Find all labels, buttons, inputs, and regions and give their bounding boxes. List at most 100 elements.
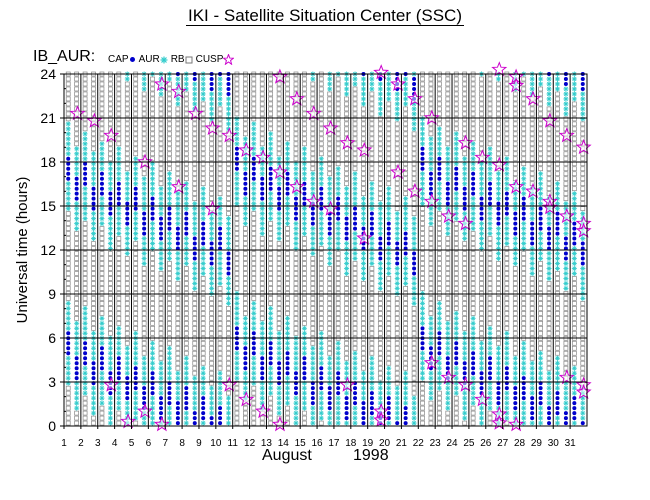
- aur-point: [563, 265, 569, 271]
- aur-point: [107, 360, 113, 366]
- rb-point: [124, 261, 130, 266]
- rb-point: [226, 186, 231, 192]
- rb-point: [411, 211, 417, 216]
- x-tick-label: 17: [328, 438, 340, 449]
- aur-point: [116, 146, 122, 152]
- aur-point: [360, 270, 366, 276]
- aur-point: [487, 146, 493, 152]
- aur-point: [268, 310, 274, 316]
- cap-point: [504, 366, 509, 371]
- rb-point: [167, 281, 172, 286]
- rb-point: [327, 320, 333, 326]
- aur-point: [133, 236, 139, 242]
- rb-point: [453, 96, 459, 102]
- aur-point: [386, 365, 392, 371]
- rb-point: [243, 291, 248, 296]
- aur-point: [352, 256, 358, 262]
- rb-point: [200, 141, 206, 147]
- aur-point: [462, 166, 468, 172]
- rb-point: [310, 296, 316, 301]
- aur-point: [209, 385, 215, 391]
- aur-point: [259, 325, 265, 331]
- rb-point: [361, 340, 366, 346]
- rb-point: [437, 251, 442, 256]
- aur-point: [200, 270, 206, 276]
- cap-point: [310, 391, 315, 396]
- rb-point: [99, 231, 105, 236]
- aur-point: [192, 101, 198, 107]
- aur-point: [318, 410, 324, 416]
- aur-point: [495, 365, 501, 371]
- rb-point: [141, 286, 147, 291]
- aur-point: [82, 131, 88, 137]
- rb-point: [293, 311, 299, 316]
- rb-point: [276, 271, 282, 276]
- aur-point: [512, 365, 518, 371]
- rb-point: [243, 410, 248, 416]
- aur-point: [563, 231, 569, 237]
- cap-point: [420, 166, 425, 171]
- aur-point: [158, 370, 164, 376]
- cap-point: [260, 371, 265, 376]
- rb-point: [352, 111, 358, 117]
- aur-point: [360, 385, 366, 391]
- aur-point: [428, 221, 434, 227]
- rb-point: [99, 101, 105, 107]
- aur-point: [529, 86, 535, 92]
- aur-point: [301, 400, 307, 406]
- cap-point: [412, 271, 417, 276]
- aur-point: [335, 191, 341, 197]
- cap-point: [83, 356, 88, 361]
- rb-point: [217, 291, 223, 296]
- rb-point: [344, 156, 349, 162]
- rb-point: [175, 111, 181, 117]
- aur-point: [403, 375, 409, 381]
- rb-point: [453, 400, 459, 406]
- aur-point: [394, 410, 400, 416]
- cap-point: [99, 366, 104, 371]
- cap-point: [226, 256, 231, 261]
- rb-point: [453, 116, 459, 122]
- rb-point: [546, 325, 552, 331]
- rb-point: [386, 151, 392, 157]
- rb-point: [99, 301, 105, 306]
- rb-point: [445, 296, 451, 301]
- aur-point: [74, 206, 80, 212]
- rb-point: [302, 241, 307, 246]
- aur-point: [386, 211, 392, 217]
- rb-point: [344, 355, 349, 361]
- aur-point: [209, 91, 215, 97]
- rb-point: [209, 370, 214, 376]
- cap-point: [454, 186, 459, 191]
- rb-point: [470, 236, 476, 241]
- rb-point: [124, 151, 130, 157]
- aur-point: [175, 256, 181, 262]
- cap-point: [99, 361, 104, 366]
- aur-point: [462, 410, 468, 416]
- aur-point: [242, 211, 248, 217]
- cap-point: [395, 261, 400, 266]
- cap-point: [420, 151, 425, 156]
- rb-point: [546, 340, 552, 346]
- aur-point: [234, 350, 240, 356]
- rb-point: [529, 151, 535, 157]
- rb-point: [234, 91, 240, 97]
- aur-point: [470, 151, 476, 157]
- rb-point: [251, 385, 257, 391]
- aur-point: [563, 275, 569, 281]
- aur-point: [141, 196, 147, 202]
- aur-point: [327, 241, 333, 247]
- cap-point: [386, 411, 391, 416]
- aur-point: [563, 405, 569, 411]
- aur-point: [479, 340, 485, 346]
- aur-point: [285, 320, 291, 326]
- aur-point: [445, 320, 451, 326]
- rb-point: [529, 291, 535, 296]
- cap-point: [293, 376, 298, 381]
- rb-point: [99, 226, 105, 231]
- rb-point: [293, 121, 299, 127]
- rb-point: [428, 281, 434, 286]
- rb-point: [327, 325, 333, 331]
- rb-point: [377, 176, 383, 182]
- aur-point: [386, 81, 392, 87]
